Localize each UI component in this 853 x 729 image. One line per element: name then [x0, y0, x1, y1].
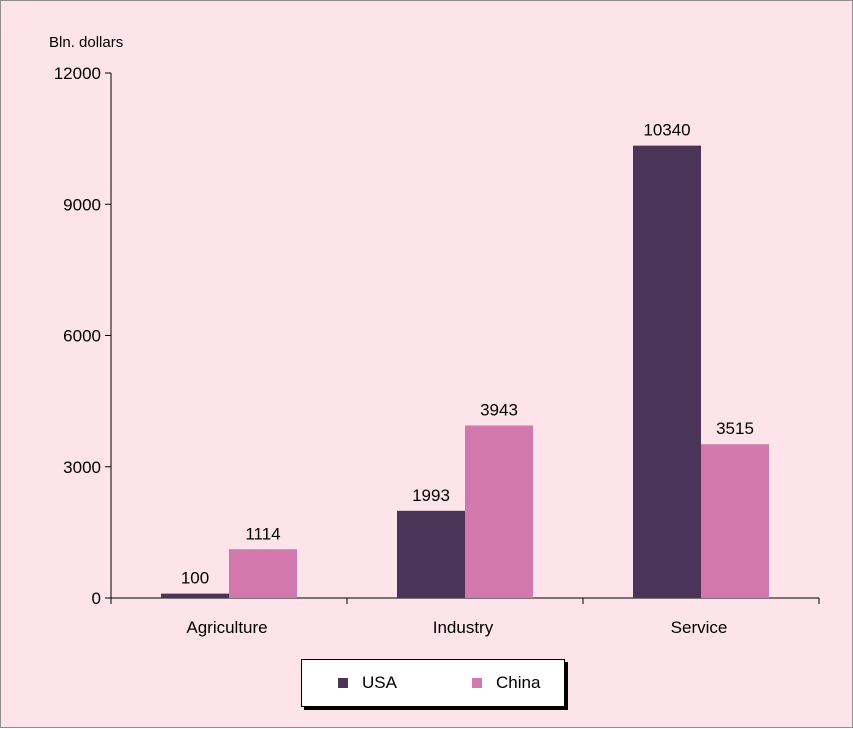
y-axis-label: Bln. dollars [49, 34, 123, 51]
y-tick-label: 3000 [63, 458, 101, 477]
legend-swatch-china [472, 678, 482, 688]
data-label-china-service: 3515 [716, 419, 754, 438]
x-tick-label: Agriculture [186, 618, 267, 637]
bar-china-industry [465, 425, 533, 598]
y-tick-label: 0 [92, 589, 101, 608]
data-label-china-industry: 3943 [480, 400, 518, 419]
bar-china-service [701, 444, 769, 598]
legend-item-china: China [472, 673, 540, 693]
legend-swatch-usa [338, 678, 348, 688]
bar-china-agriculture [229, 549, 297, 598]
y-tick-label: 6000 [63, 327, 101, 346]
data-label-usa-industry: 1993 [412, 486, 450, 505]
legend-label-china: China [496, 673, 541, 692]
bar-usa-agriculture [161, 593, 229, 598]
legend-item-usa: USA [338, 673, 397, 693]
y-tick-label: 12000 [54, 64, 101, 83]
data-label-usa-service: 10340 [643, 121, 690, 140]
y-tick-label: 9000 [63, 195, 101, 214]
data-label-usa-agriculture: 100 [181, 569, 209, 588]
legend: USA China [301, 659, 565, 707]
legend-label-usa: USA [362, 673, 397, 692]
x-tick-label: Service [671, 618, 728, 637]
data-label-china-agriculture: 1114 [245, 524, 280, 543]
x-tick-label: Industry [433, 618, 494, 637]
bar-usa-industry [397, 510, 465, 598]
bar-usa-service [633, 145, 701, 598]
